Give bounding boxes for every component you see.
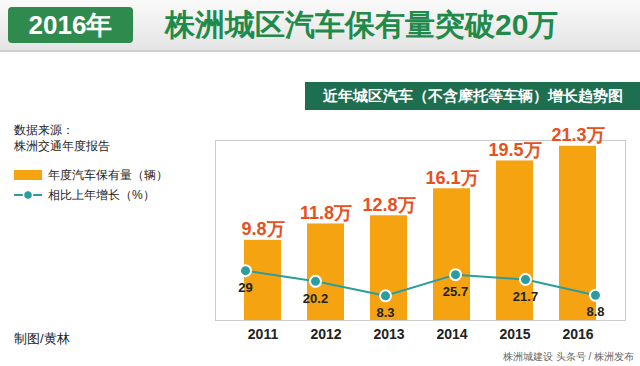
svg-text:19.5万: 19.5万 bbox=[488, 140, 541, 160]
svg-text:25.7: 25.7 bbox=[443, 284, 468, 299]
svg-text:12.8万: 12.8万 bbox=[362, 195, 415, 215]
html-text:株洲城建设 头条号 / 株洲发布: 株洲城建设 头条号 / 株洲发布 bbox=[502, 351, 634, 362]
html-text:数据来源：: 数据来源： bbox=[14, 123, 74, 137]
svg-text:2016: 2016 bbox=[562, 326, 593, 342]
svg-text:21.3万: 21.3万 bbox=[551, 125, 604, 145]
svg-text:2015: 2015 bbox=[499, 326, 530, 342]
svg-text:8.3: 8.3 bbox=[376, 305, 394, 320]
svg-text:2011: 2011 bbox=[248, 326, 279, 342]
html-text:近年城区汽车（不含摩托等车辆）增长趋势图: 近年城区汽车（不含摩托等车辆）增长趋势图 bbox=[322, 87, 623, 104]
html-text:株洲城区汽车保有量突破20万: 株洲城区汽车保有量突破20万 bbox=[165, 8, 559, 41]
svg-text:8.8: 8.8 bbox=[586, 304, 604, 319]
svg-text:16.1万: 16.1万 bbox=[425, 168, 478, 188]
svg-text:20.2: 20.2 bbox=[303, 290, 328, 305]
html-text:年度汽车保有量（辆）: 年度汽车保有量（辆） bbox=[48, 167, 168, 182]
svg-text:2012: 2012 bbox=[310, 326, 341, 342]
svg-text:2014: 2014 bbox=[436, 326, 467, 342]
html-text:2016年: 2016年 bbox=[28, 10, 113, 40]
svg-text:9.8万: 9.8万 bbox=[241, 219, 284, 239]
svg-text:11.8万: 11.8万 bbox=[300, 203, 352, 223]
html-text:株洲交通年度报告: 株洲交通年度报告 bbox=[14, 139, 110, 153]
svg-text:2013: 2013 bbox=[373, 326, 404, 342]
html-text:相比上年增长（%）: 相比上年增长（%） bbox=[48, 187, 155, 202]
html-text:制图/黄林: 制图/黄林 bbox=[14, 331, 70, 346]
svg-text:21.7: 21.7 bbox=[513, 289, 538, 304]
svg-text:29: 29 bbox=[238, 280, 252, 295]
